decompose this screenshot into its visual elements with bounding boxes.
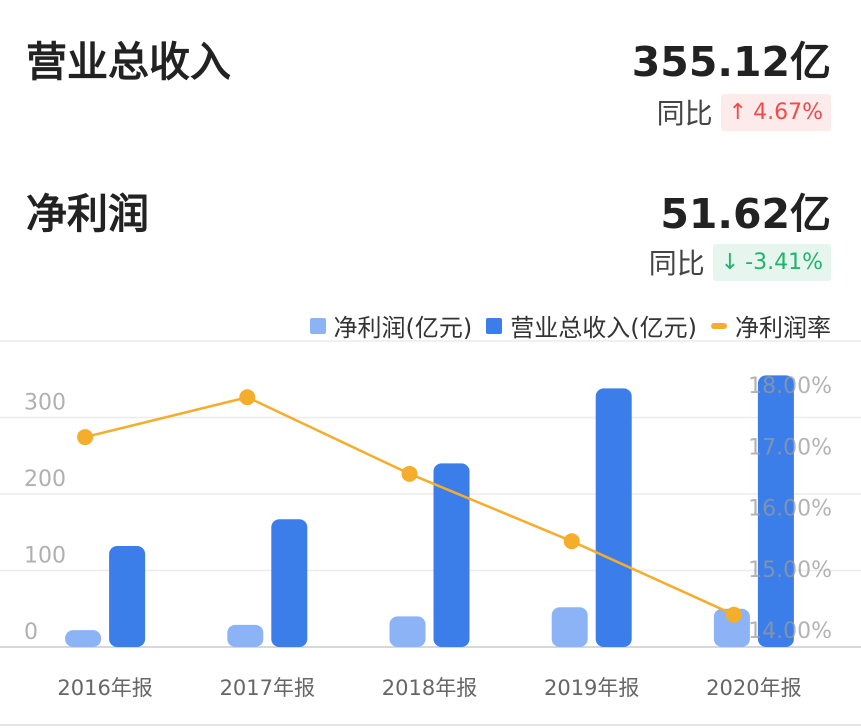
margin-line [84, 395, 735, 616]
legend-label-margin: 净利润率 [735, 314, 831, 342]
combo-chart: 0 100 200 300 2016年报 2017年报 2018年报 2019年报 2020年报… [0, 340, 861, 700]
margin-point [725, 606, 742, 623]
x-tick-label: 2018年报 [382, 676, 477, 700]
margin-point [563, 533, 580, 550]
bar-net-profit [389, 616, 426, 647]
legend-swatch-margin [711, 322, 727, 329]
legend-item-margin[interactable]: 净利润率 [711, 308, 831, 343]
bar-net-profit [227, 624, 264, 647]
legend-label-revenue: 营业总收入(亿元) [510, 314, 697, 342]
revenue-yoy-label: 同比 [656, 97, 713, 130]
legend-item-revenue[interactable]: 营业总收入(亿元) [486, 308, 697, 343]
bottom-divider [0, 724, 861, 726]
margin-point [401, 465, 418, 482]
chart-legend: 净利润(亿元) 营业总收入(亿元) 净利润率 [309, 308, 831, 343]
bar-revenue [595, 388, 632, 647]
legend-swatch-revenue [486, 317, 503, 334]
revenue-yoy-value: 4.67% [753, 99, 823, 125]
x-tick-label: 2019年报 [544, 676, 639, 700]
y-left-tick-label: 100 [24, 544, 66, 569]
bar-net-profit [551, 607, 588, 647]
bar-revenue [271, 519, 308, 647]
x-tick-label: 2017年报 [220, 676, 315, 700]
margin-point [77, 429, 94, 446]
legend-item-net-profit[interactable]: 净利润(亿元) [309, 308, 473, 343]
x-tick-label: 2016年报 [57, 676, 152, 700]
bar-net-profit [65, 630, 102, 647]
bar-revenue [757, 375, 794, 647]
revenue-value: 355.12亿 [631, 38, 831, 86]
margin-point [239, 389, 256, 406]
y-right-tick-label: 16.00% [748, 497, 832, 522]
net-profit-value: 51.62亿 [660, 190, 831, 238]
arrow-down-icon: ↓ [720, 249, 740, 275]
arrow-up-icon: ↑ [728, 99, 748, 125]
y-right-tick-label: 15.00% [748, 558, 832, 583]
bar-revenue [109, 546, 146, 647]
net-profit-yoy-label: 同比 [648, 247, 705, 280]
y-left-tick-label: 0 [24, 620, 38, 645]
revenue-yoy: 同比 ↑ 4.67% [657, 92, 831, 132]
net-profit-yoy-value: -3.41% [745, 249, 823, 275]
net-profit-label: 净利润 [26, 190, 149, 238]
y-right-tick-label: 17.00% [748, 435, 832, 460]
net-profit-yoy: 同比 ↓ -3.41% [649, 242, 831, 282]
y-right-tick-label: 14.00% [748, 619, 832, 644]
y-right-tick-label: 18.00% [748, 374, 832, 399]
x-tick-label: 2020年报 [706, 676, 801, 700]
net-profit-yoy-badge: ↓ -3.41% [712, 243, 831, 281]
bar-revenue [433, 463, 470, 647]
legend-swatch-net-profit [309, 317, 326, 334]
y-left-tick-label: 300 [24, 391, 66, 416]
y-left-tick-label: 200 [24, 467, 66, 492]
legend-label-net-profit: 净利润(亿元) [333, 314, 473, 342]
revenue-label: 营业总收入 [26, 38, 231, 86]
revenue-yoy-badge: ↑ 4.67% [720, 93, 831, 131]
